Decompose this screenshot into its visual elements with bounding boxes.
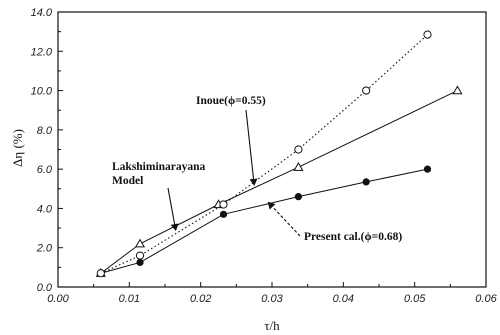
data-point xyxy=(136,258,144,267)
data-point xyxy=(452,85,463,95)
annotation-inoue-arrow xyxy=(245,109,258,186)
annotation-present: Present cal.(ϕ=0.68) xyxy=(267,201,402,243)
x-axis-label: τ/h xyxy=(264,318,280,333)
x-tick-label: 0.04 xyxy=(333,293,354,305)
annotation-present-arrow xyxy=(267,201,301,237)
data-point xyxy=(219,200,228,209)
annotation-inoue-label: Inoue(ϕ=0.55) xyxy=(196,95,266,107)
annotation-lakshiminarayana-label: Lakshiminarayana xyxy=(112,161,206,173)
series-2 xyxy=(96,30,432,278)
data-point xyxy=(362,86,371,95)
data-point xyxy=(423,30,432,39)
data-point xyxy=(294,145,303,154)
series-line xyxy=(100,90,458,274)
annotation-present-label: Present cal.(ϕ=0.68) xyxy=(304,231,402,243)
x-axis-ticks: 0.00 0.01 0.02 0.03 0.04 0.05 0.06 xyxy=(47,282,498,305)
plot-area xyxy=(57,11,487,288)
x-tick-label: 0.03 xyxy=(261,293,283,305)
x-tick-label: 0.00 xyxy=(47,293,69,305)
y-tick-label: 10.0 xyxy=(31,86,53,98)
data-point xyxy=(135,251,145,260)
y-axis-label: Δη (%) xyxy=(10,129,25,167)
annotation-lakshiminarayana-arrow xyxy=(167,187,179,232)
y-tick-label: 0.0 xyxy=(37,282,53,294)
y-tick-label: 8.0 xyxy=(37,125,53,137)
data-point xyxy=(423,165,432,173)
series-line xyxy=(100,34,428,274)
series-layer xyxy=(95,30,463,278)
x-tick-label: 0.06 xyxy=(475,293,497,305)
plot-frame xyxy=(57,11,487,288)
data-point xyxy=(134,238,146,248)
data-point xyxy=(362,178,370,186)
x-tick-label: 0.01 xyxy=(119,293,140,305)
y-axis-ticks: 0.0 2.0 4.0 6.0 8.0 10.0 12.0 14.0 xyxy=(31,7,63,294)
data-point xyxy=(293,161,304,171)
y-tick-label: 12.0 xyxy=(31,46,53,58)
annotation-lakshiminarayana: Lakshiminarayana Model xyxy=(112,161,206,232)
series-line xyxy=(100,168,428,274)
y-tick-label: 4.0 xyxy=(37,203,53,215)
y-tick-label: 14.0 xyxy=(31,7,53,19)
y-tick-label: 6.0 xyxy=(37,164,53,176)
series-0 xyxy=(97,165,432,277)
data-point xyxy=(294,193,302,201)
series-1 xyxy=(95,85,463,277)
x-tick-label: 0.02 xyxy=(190,293,211,305)
annotation-inoue: Inoue(ϕ=0.55) xyxy=(196,95,266,186)
annotation-lakshiminarayana-sublabel: Model xyxy=(112,175,143,187)
x-tick-label: 0.05 xyxy=(404,293,426,305)
y-tick-label: 2.0 xyxy=(36,243,53,255)
data-point xyxy=(96,269,105,278)
data-point xyxy=(219,210,228,218)
